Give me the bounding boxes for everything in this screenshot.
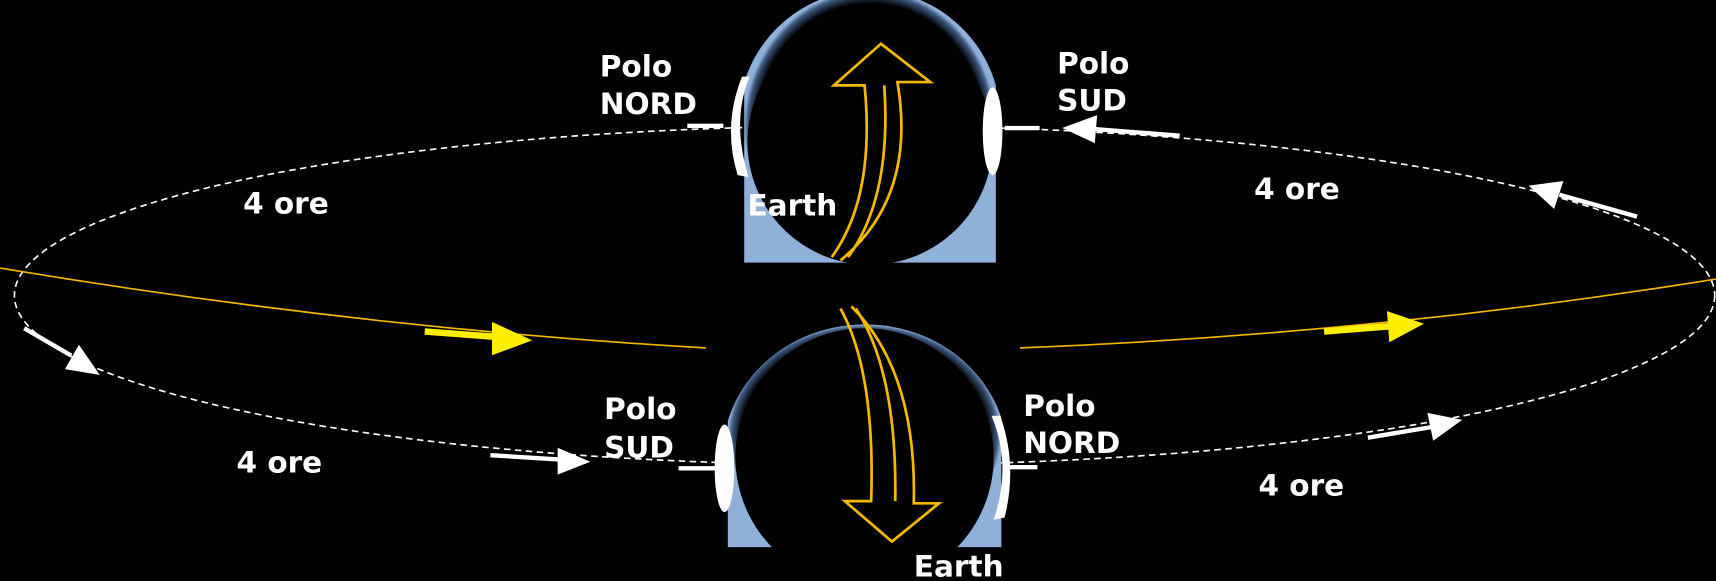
earth-label: Earth	[747, 189, 837, 223]
pole-label: NORD	[1023, 426, 1120, 460]
sun-path	[1019, 278, 1716, 349]
pole-label: Polo	[1057, 46, 1129, 80]
pole-label: SUD	[1057, 84, 1127, 118]
earth-bottom	[678, 305, 1038, 581]
earth-label: Earth	[914, 550, 1004, 581]
sun-path	[0, 267, 706, 349]
pole-label: NORD	[600, 87, 697, 121]
orbit-label: 4 ore	[237, 446, 323, 480]
pole-label: SUD	[604, 430, 674, 464]
pole-label: Polo	[604, 392, 676, 426]
sun-arrows	[424, 311, 1424, 356]
orbit-label: 4 ore	[1254, 172, 1340, 206]
orbit-label: 4 ore	[243, 186, 329, 220]
pole-label: Polo	[1023, 389, 1095, 423]
orbit-arrows	[23, 115, 1638, 475]
orbit-label: 4 ore	[1258, 469, 1344, 503]
pole-label: Polo	[600, 50, 672, 84]
earth-top	[687, 0, 1040, 265]
